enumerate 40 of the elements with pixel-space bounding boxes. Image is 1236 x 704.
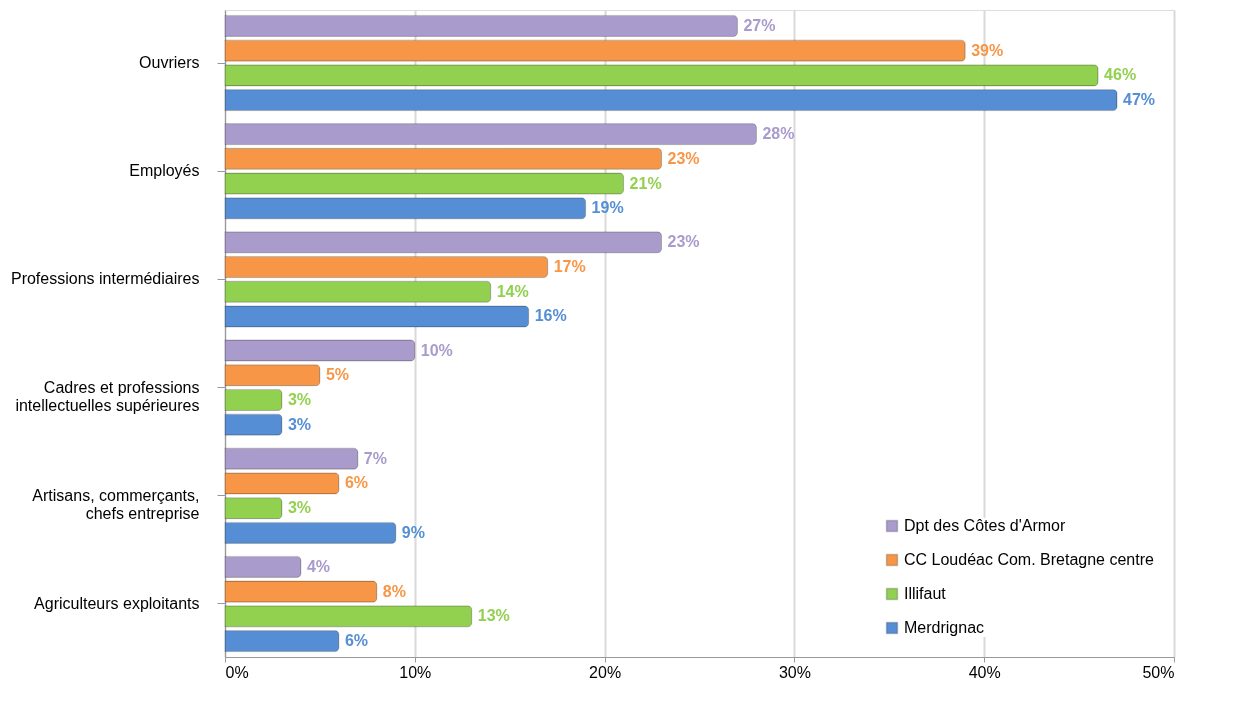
x-tick-label: 0% <box>225 663 249 681</box>
data-label: 4% <box>306 557 331 575</box>
legend-label: Illifaut <box>904 585 947 602</box>
data-label: 47% <box>1123 91 1156 109</box>
data-label: 14% <box>496 282 529 300</box>
x-tick-label: 30% <box>778 663 811 681</box>
data-label: 16% <box>534 307 567 325</box>
legend-label: CC Loudéac Com. Bretagne centre <box>904 551 1155 568</box>
data-label: 23% <box>667 149 700 167</box>
data-label: 39% <box>971 41 1004 59</box>
x-tick-label: 50% <box>1142 663 1175 681</box>
data-label: 3% <box>287 499 312 517</box>
data-label: 46% <box>1104 66 1137 84</box>
data-label: 27% <box>743 16 776 34</box>
x-tick-label: 10% <box>399 663 432 681</box>
x-tick-label: 20% <box>589 663 622 681</box>
legend-label: Dpt des Côtes d'Armor <box>904 517 1067 534</box>
legend-label: Merdrignac <box>904 619 985 636</box>
data-label: 3% <box>287 415 312 433</box>
y-tick-label: Agriculteurs exploitants <box>34 594 200 612</box>
data-label: 13% <box>477 607 510 625</box>
x-tick-label: 40% <box>968 663 1001 681</box>
data-label: 6% <box>344 632 369 650</box>
data-label: 17% <box>553 258 586 276</box>
data-label: 3% <box>287 390 312 408</box>
data-label: 8% <box>382 582 406 600</box>
data-label: 6% <box>344 474 369 492</box>
data-label: 28% <box>762 125 795 143</box>
y-tick-label: Ouvriers <box>139 54 200 72</box>
y-tick-label: Professions intermédiaires <box>10 270 200 288</box>
data-label: 23% <box>667 233 700 251</box>
y-tick-label: Cadres et professions intellectuelles supérieures <box>15 378 200 414</box>
data-label: 10% <box>420 341 453 359</box>
data-label: 5% <box>325 366 350 384</box>
y-tick-label: Artisans, commerçants, chefs entreprise <box>32 486 200 522</box>
data-label: 9% <box>401 523 425 541</box>
data-label: 7% <box>363 449 387 467</box>
y-tick-label: Employés <box>129 162 200 180</box>
data-label: 21% <box>629 174 662 192</box>
data-label: 19% <box>591 199 624 217</box>
